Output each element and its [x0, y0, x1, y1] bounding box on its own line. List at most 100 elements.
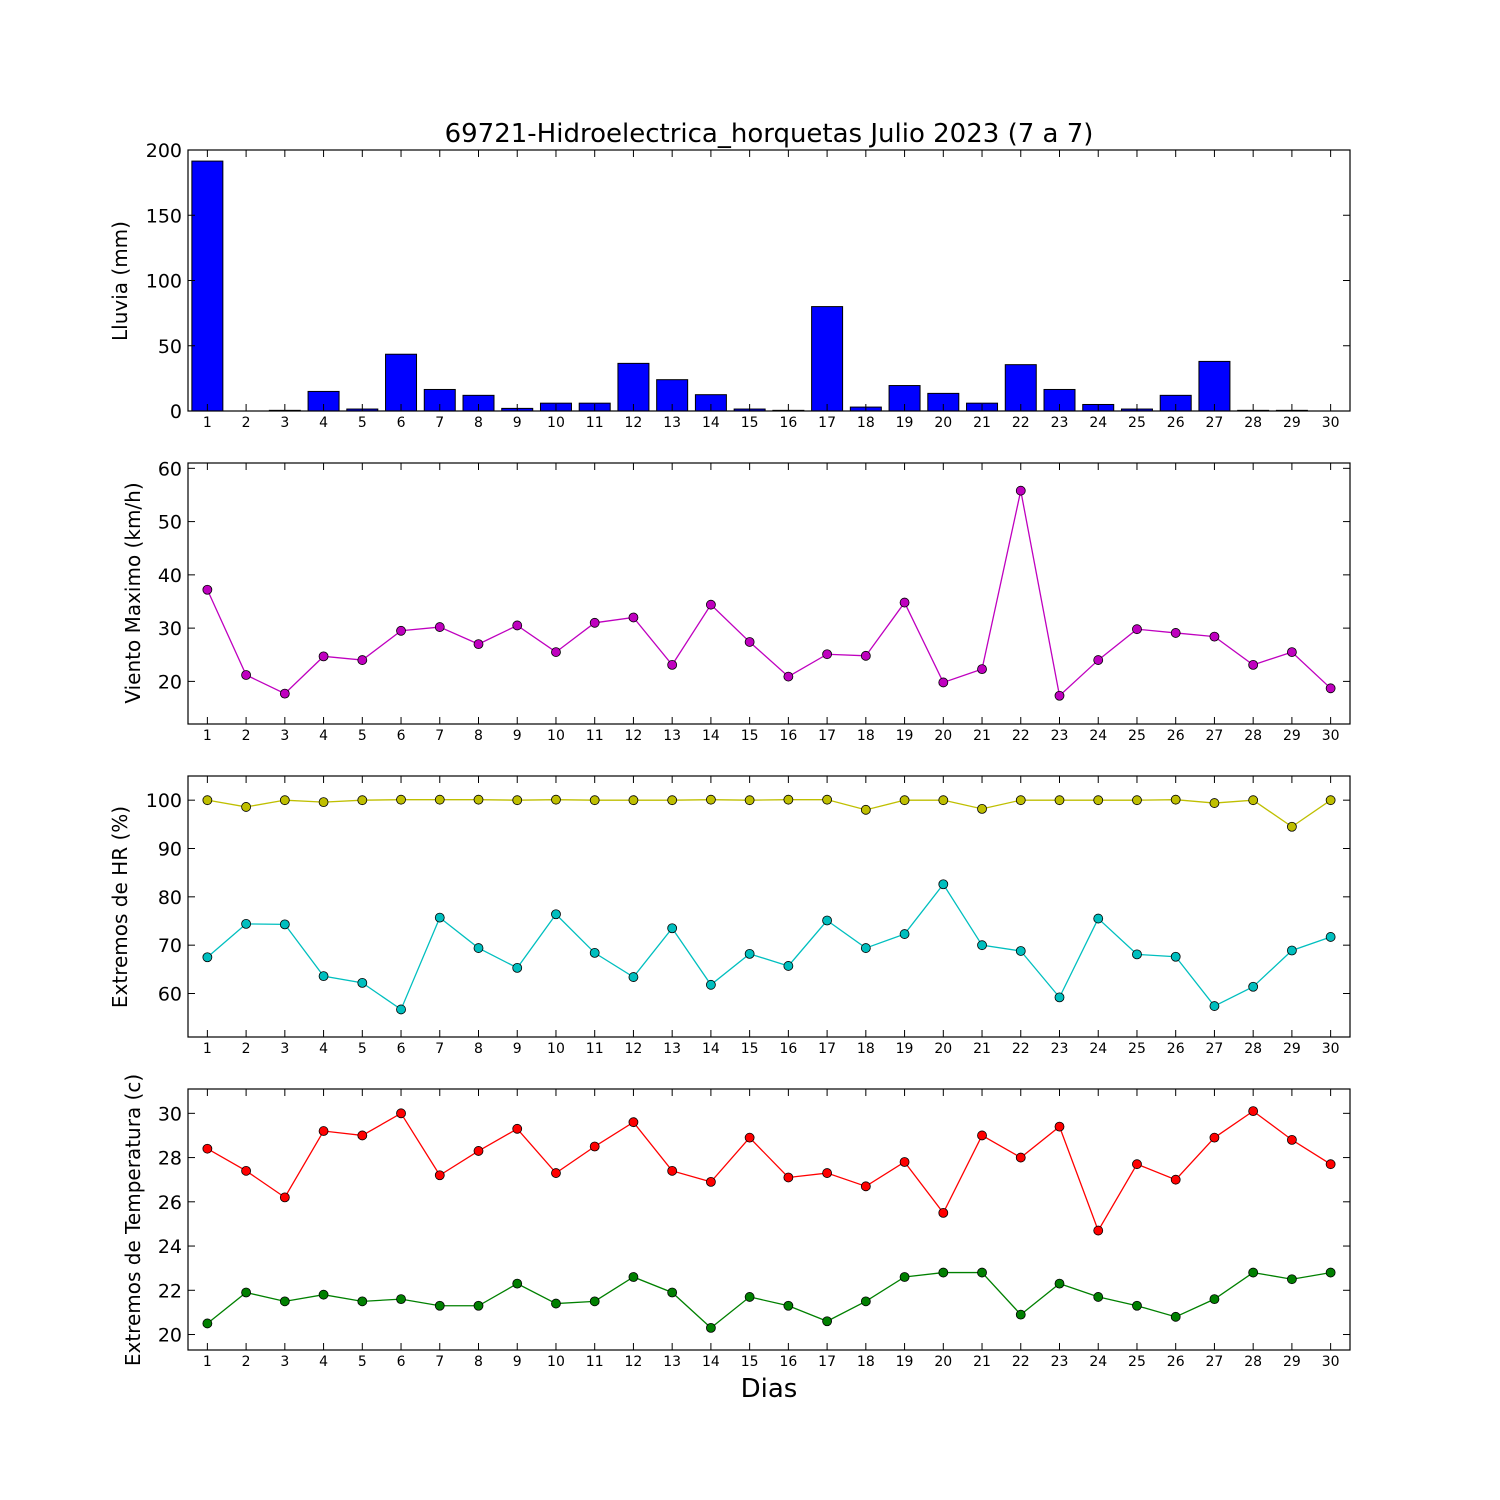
series-1-point-day-20 [938, 677, 949, 688]
x-tick-label: 9 [513, 1041, 522, 1057]
x-tick-label: 26 [1167, 1041, 1185, 1057]
x-tick-label: 8 [474, 1354, 483, 1370]
x-tick-label: 25 [1128, 415, 1146, 431]
series-1-point-day-21 [977, 1130, 987, 1141]
series-1-point-day-24 [1093, 1225, 1104, 1236]
x-tick-label: 26 [1167, 1354, 1185, 1370]
x-tick-label: 3 [280, 728, 289, 744]
x-tick-label: 15 [741, 1041, 759, 1057]
series-2-point-day-3 [279, 919, 290, 930]
series-2-point-day-6 [396, 1294, 406, 1305]
x-tick-label: 8 [474, 1041, 483, 1057]
y-tick-label: 50 [158, 512, 182, 534]
x-tick-label: 30 [1322, 1041, 1340, 1057]
x-tick-label: 13 [663, 415, 681, 431]
x-axis-label: Dias [741, 1374, 798, 1404]
series-2-point-day-22 [1015, 1309, 1026, 1320]
series-1-point-day-2 [241, 1165, 252, 1176]
series-1-point-day-8 [473, 639, 484, 649]
x-tick-label: 2 [242, 1041, 251, 1057]
series-2-point-day-13 [667, 1287, 678, 1298]
y-axis-label: Viento Maximo (km/h) [121, 482, 145, 703]
series-1-point-day-5 [357, 655, 368, 665]
series-2-point-day-25 [1132, 1300, 1142, 1311]
y-tick-label: 0 [170, 401, 182, 423]
series-1-point-day-13 [667, 1165, 678, 1176]
x-tick-label: 29 [1283, 1354, 1301, 1370]
series-1-point-day-19 [899, 795, 910, 806]
series-1-point-day-1 [202, 795, 213, 806]
y-axis-label: Extremos de HR (%) [108, 806, 132, 1008]
x-tick-label: 28 [1244, 728, 1262, 744]
x-tick-label: 23 [1051, 1354, 1069, 1370]
series-1-point-day-8 [473, 794, 484, 805]
x-tick-label: 20 [934, 1354, 952, 1370]
series-2-point-day-15 [744, 1292, 755, 1302]
y-tick-label: 90 [158, 839, 182, 861]
x-tick-label: 16 [779, 728, 797, 744]
series-line-1 [207, 799, 1331, 828]
series-1-point-day-7 [434, 622, 445, 632]
series-2-point-day-20 [938, 1267, 949, 1278]
series-1-point-day-1 [202, 584, 213, 595]
series-2-point-day-5 [357, 977, 368, 988]
series-2-point-day-8 [473, 943, 484, 953]
x-tick-label: 11 [586, 1354, 604, 1370]
x-tick-label: 24 [1089, 1041, 1107, 1057]
series-1-point-day-24 [1093, 795, 1104, 806]
series-1-point-day-27 [1209, 798, 1220, 808]
series-1-point-day-20 [938, 1207, 949, 1218]
x-tick-label: 17 [818, 415, 836, 431]
series-1-point-day-19 [899, 597, 910, 608]
y-tick-label: 20 [158, 671, 182, 693]
x-tick-label: 22 [1012, 415, 1030, 431]
x-tick-label: 10 [547, 1354, 565, 1370]
x-tick-label: 13 [663, 1354, 681, 1370]
x-tick-label: 8 [474, 728, 483, 744]
y-tick-label: 40 [158, 565, 182, 587]
x-tick-label: 5 [358, 1354, 367, 1370]
x-tick-label: 21 [973, 1041, 991, 1057]
x-tick-label: 24 [1089, 415, 1107, 431]
x-tick-label: 1 [203, 728, 212, 744]
series-1-point-day-26 [1170, 628, 1181, 638]
bar-day-27 [1198, 360, 1231, 412]
y-tick-label: 150 [146, 205, 182, 227]
x-tick-label: 13 [663, 1041, 681, 1057]
series-1-point-day-25 [1132, 795, 1142, 806]
x-tick-label: 22 [1012, 1354, 1030, 1370]
x-tick-label: 29 [1283, 415, 1301, 431]
series-2-point-day-11 [589, 1296, 600, 1307]
series-1-point-day-22 [1015, 485, 1026, 496]
x-tick-label: 19 [896, 1041, 914, 1057]
y-tick-label: 30 [158, 1103, 182, 1125]
series-2-point-day-26 [1170, 1311, 1181, 1322]
series-1-point-day-30 [1325, 683, 1336, 694]
y-tick-label: 28 [158, 1148, 182, 1170]
series-1-point-day-5 [357, 795, 368, 806]
series-1-point-day-16 [783, 794, 794, 805]
series-1-point-day-6 [396, 625, 406, 636]
series-1-point-day-6 [396, 1108, 406, 1119]
x-tick-label: 21 [973, 1354, 991, 1370]
x-tick-label: 16 [779, 1354, 797, 1370]
series-1-point-day-17 [822, 1168, 832, 1178]
y-tick-label: 50 [158, 336, 182, 358]
series-2-point-day-21 [977, 1267, 987, 1278]
x-tick-label: 5 [358, 1041, 367, 1057]
series-2-point-day-15 [744, 948, 755, 959]
series-1-point-day-14 [706, 599, 716, 610]
x-tick-label: 30 [1322, 1354, 1340, 1370]
x-tick-label: 3 [280, 1041, 289, 1057]
series-1-point-day-9 [512, 620, 523, 631]
series-2-point-day-19 [899, 1272, 910, 1282]
series-1-point-day-7 [434, 794, 445, 805]
x-tick-label: 27 [1206, 415, 1224, 431]
x-tick-label: 6 [397, 1041, 406, 1057]
series-1-point-day-29 [1287, 647, 1297, 657]
x-tick-label: 3 [280, 415, 289, 431]
series-2-point-day-1 [202, 952, 213, 963]
x-tick-label: 5 [358, 728, 367, 744]
series-2-point-day-16 [783, 961, 794, 971]
